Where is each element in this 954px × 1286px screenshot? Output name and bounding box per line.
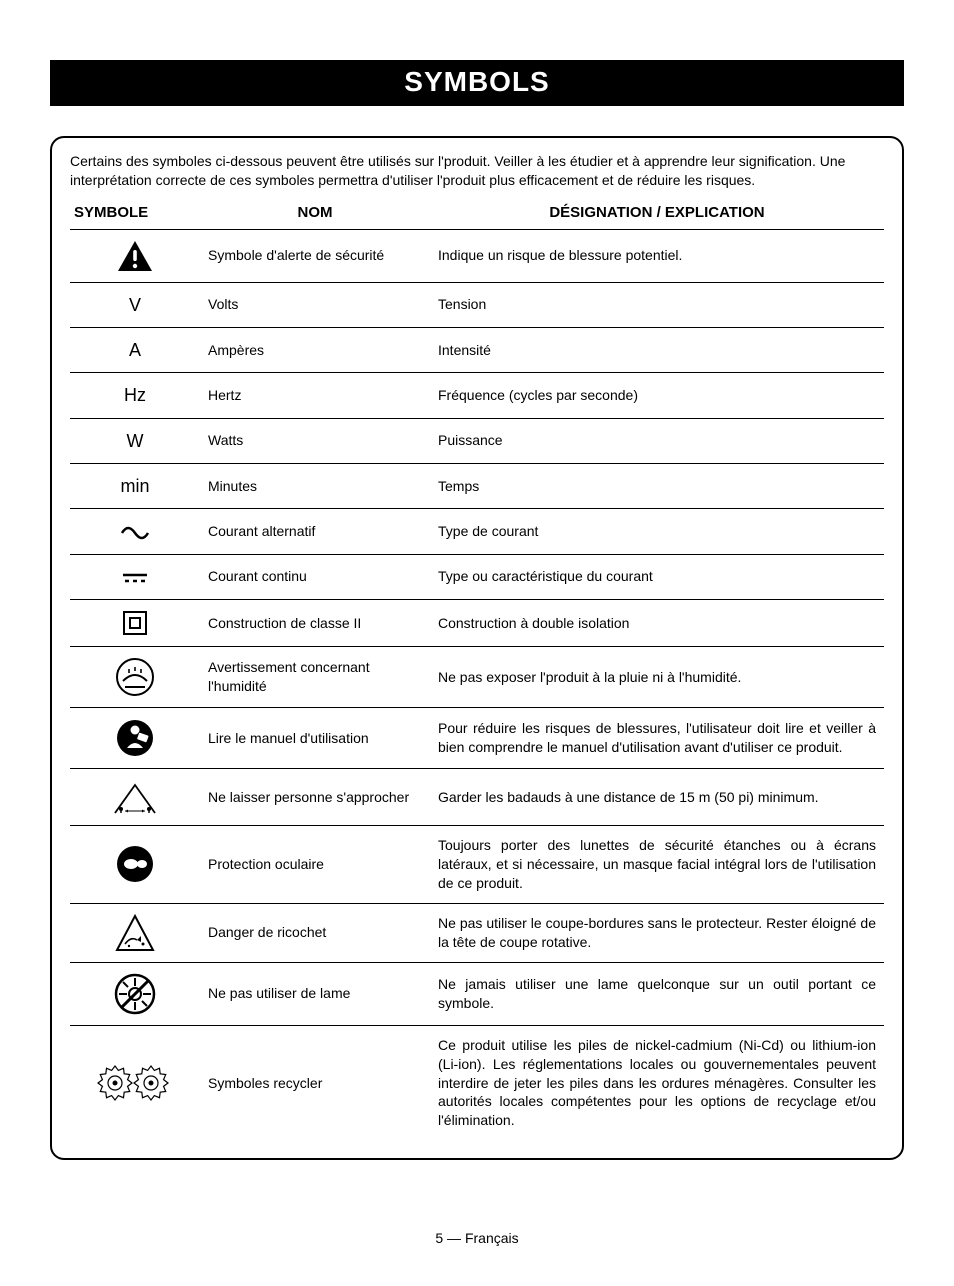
symbol-icon xyxy=(70,599,200,646)
symbol-icon: V xyxy=(70,282,200,327)
table-row: HzHertzFréquence (cycles par seconde) xyxy=(70,373,884,418)
symbol-description: Garder les badauds à une distance de 15 … xyxy=(430,769,884,826)
table-row: VVoltsTension xyxy=(70,282,884,327)
symbol-icon xyxy=(70,769,200,826)
table-row: Ne pas utiliser de lameNe jamais utilise… xyxy=(70,962,884,1025)
symbol-name: Danger de ricochet xyxy=(200,903,430,962)
symbol-name: Construction de classe II xyxy=(200,599,430,646)
table-row: minMinutesTemps xyxy=(70,463,884,508)
symbol-description: Type ou caractéristique du courant xyxy=(430,554,884,599)
table-row: Danger de ricochetNe pas utiliser le cou… xyxy=(70,903,884,962)
symbol-name: Ne pas utiliser de lame xyxy=(200,962,430,1025)
symbol-name: Symbole d'alerte de sécurité xyxy=(200,229,430,282)
table-row: WWattsPuissance xyxy=(70,418,884,463)
page-number: 5 — Français xyxy=(50,1230,904,1246)
table-row: Symboles recyclerCe produit utilise les … xyxy=(70,1025,884,1140)
symbol-description: Ne jamais utiliser une lame quelconque s… xyxy=(430,962,884,1025)
symbol-name: Watts xyxy=(200,418,430,463)
symbol-name: Avertissement concernant l'humidité xyxy=(200,647,430,708)
symbol-description: Construction à double isolation xyxy=(430,599,884,646)
symbol-icon xyxy=(70,509,200,554)
symbol-icon xyxy=(70,826,200,904)
col-symbol: SYMBOLE xyxy=(70,198,200,230)
symbol-icon xyxy=(70,554,200,599)
table-row: Avertissement concernant l'humiditéNe pa… xyxy=(70,647,884,708)
symbol-description: Pour réduire les risques de blessures, l… xyxy=(430,708,884,769)
symbol-description: Indique un risque de blessure potentiel. xyxy=(430,229,884,282)
table-row: Ne laisser personne s'approcherGarder le… xyxy=(70,769,884,826)
symbol-icon xyxy=(70,962,200,1025)
symbol-name: Courant alternatif xyxy=(200,509,430,554)
symbol-description: Ce produit utilise les piles de nickel-c… xyxy=(430,1025,884,1140)
intro-text: Certains des symboles ci-dessous peuvent… xyxy=(70,152,884,190)
symbol-icon xyxy=(70,1025,200,1140)
symbol-description: Ne pas exposer l'produit à la pluie ni à… xyxy=(430,647,884,708)
symbol-name: Protection oculaire xyxy=(200,826,430,904)
col-name: NOM xyxy=(200,198,430,230)
symbol-description: Temps xyxy=(430,463,884,508)
symbol-icon xyxy=(70,708,200,769)
table-row: Courant continuType ou caractéristique d… xyxy=(70,554,884,599)
table-row: Symbole d'alerte de sécuritéIndique un r… xyxy=(70,229,884,282)
page-title: SYMBOLS xyxy=(50,60,904,106)
symbol-description: Fréquence (cycles par seconde) xyxy=(430,373,884,418)
symbol-icon: A xyxy=(70,328,200,373)
table-row: Lire le manuel d'utilisationPour réduire… xyxy=(70,708,884,769)
symbol-description: Intensité xyxy=(430,328,884,373)
table-row: Protection oculaireToujours porter des l… xyxy=(70,826,884,904)
symbol-name: Ampères xyxy=(200,328,430,373)
symbol-description: Puissance xyxy=(430,418,884,463)
col-designation: DÉSIGNATION / EXPLICATION xyxy=(430,198,884,230)
symbol-description: Toujours porter des lunettes de sécurité… xyxy=(430,826,884,904)
symbol-name: Ne laisser personne s'approcher xyxy=(200,769,430,826)
symbol-description: Type de courant xyxy=(430,509,884,554)
table-row: Construction de classe IIConstruction à … xyxy=(70,599,884,646)
table-header-row: SYMBOLE NOM DÉSIGNATION / EXPLICATION xyxy=(70,198,884,230)
symbol-name: Symboles recycler xyxy=(200,1025,430,1140)
symbol-description: Tension xyxy=(430,282,884,327)
symbol-icon: Hz xyxy=(70,373,200,418)
symbols-table: SYMBOLE NOM DÉSIGNATION / EXPLICATION Sy… xyxy=(70,198,884,1140)
symbol-name: Volts xyxy=(200,282,430,327)
symbol-name: Hertz xyxy=(200,373,430,418)
symbol-name: Minutes xyxy=(200,463,430,508)
symbol-name: Lire le manuel d'utilisation xyxy=(200,708,430,769)
symbol-name: Courant continu xyxy=(200,554,430,599)
symbol-icon xyxy=(70,903,200,962)
symbol-icon: min xyxy=(70,463,200,508)
symbol-icon xyxy=(70,647,200,708)
table-row: Courant alternatifType de courant xyxy=(70,509,884,554)
symbol-icon: W xyxy=(70,418,200,463)
symbols-frame: Certains des symboles ci-dessous peuvent… xyxy=(50,136,904,1160)
table-row: AAmpèresIntensité xyxy=(70,328,884,373)
symbol-description: Ne pas utiliser le coupe-bordures sans l… xyxy=(430,903,884,962)
symbol-icon xyxy=(70,229,200,282)
